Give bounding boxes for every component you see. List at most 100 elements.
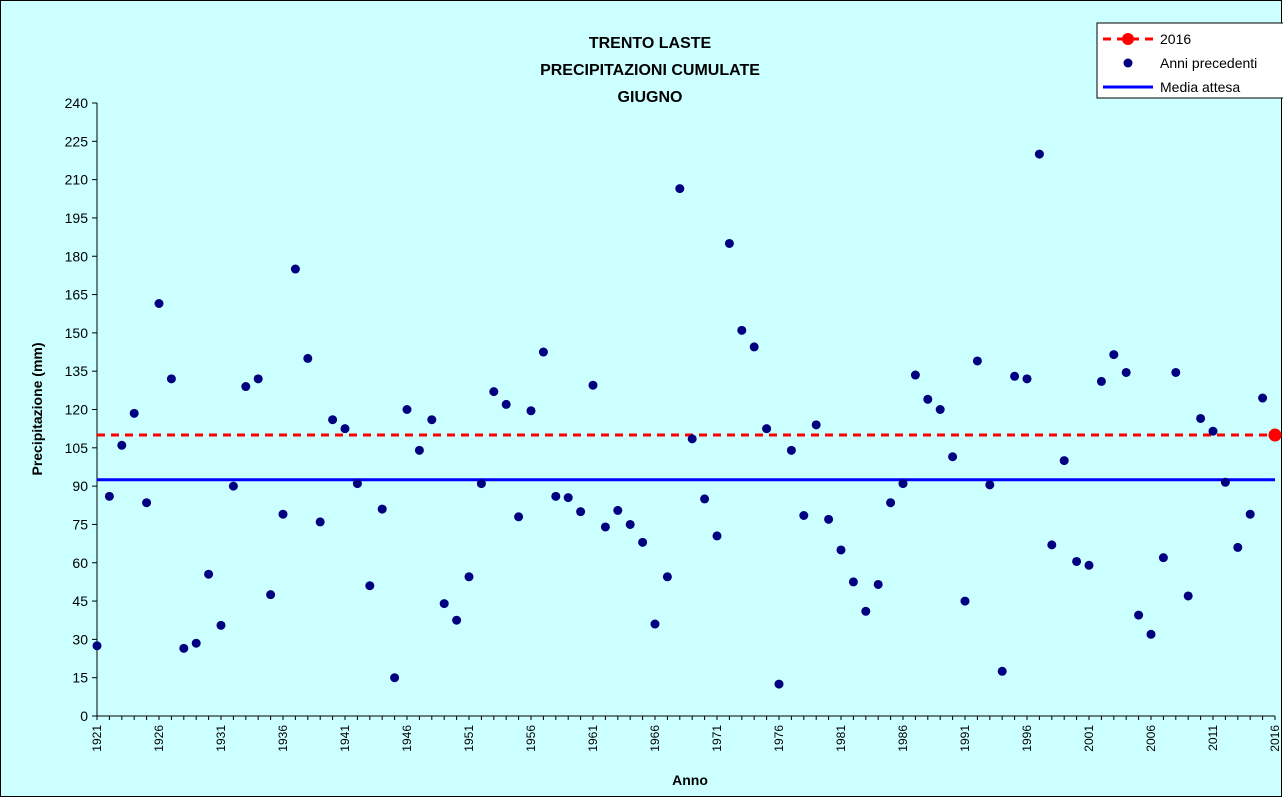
- x-tick-label: 1961: [586, 725, 600, 752]
- data-point-1982: [848, 577, 858, 587]
- data-point-1921: [92, 641, 102, 651]
- x-tick-label: 1931: [214, 725, 228, 752]
- legend: 2016 Anni precedenti Media attesa: [1096, 22, 1283, 99]
- data-point-1937: [290, 264, 300, 274]
- x-tick-label: 2001: [1082, 725, 1096, 752]
- data-point-1941: [340, 424, 350, 434]
- x-tick-label: 1966: [648, 725, 662, 752]
- y-tick-label: 60: [72, 555, 88, 571]
- data-point-1992: [972, 356, 982, 366]
- y-tick-label: 210: [65, 172, 89, 188]
- data-point-1986: [898, 479, 908, 489]
- data-point-1945: [390, 673, 400, 683]
- data-point-1944: [377, 504, 387, 514]
- data-point-2012: [1220, 477, 1230, 487]
- data-point-1974: [749, 342, 759, 352]
- chart-title-line-3: GIUGNO: [618, 89, 683, 106]
- data-point-2001: [1084, 560, 1094, 570]
- x-tick-label: 1921: [90, 725, 104, 752]
- data-point-2013: [1233, 542, 1243, 552]
- data-point-1962: [600, 522, 610, 532]
- data-point-1943: [365, 581, 375, 591]
- data-point-1987: [910, 370, 920, 380]
- data-point-1964: [625, 519, 635, 529]
- data-point-1953: [489, 387, 499, 397]
- x-tick-label: 1926: [152, 725, 166, 752]
- data-point-2003: [1109, 350, 1119, 360]
- data-point-1935: [266, 590, 276, 600]
- y-tick-label: 90: [72, 478, 88, 494]
- data-point-1983: [861, 606, 871, 616]
- data-point-1957: [538, 347, 548, 357]
- x-tick-label: 1941: [338, 725, 352, 752]
- data-point-1936: [278, 509, 288, 519]
- data-point-1976: [774, 679, 784, 689]
- x-tick-label: 2011: [1206, 725, 1220, 751]
- chart-title-line-1: TRENTO LASTE: [589, 35, 712, 52]
- data-point-1965: [638, 537, 648, 547]
- y-tick-label: 180: [65, 248, 89, 264]
- y-axis-label: Precipitazione (mm): [29, 342, 45, 475]
- y-tick-label: 150: [65, 325, 89, 341]
- data-points: [92, 149, 1282, 689]
- data-point-1980: [824, 514, 834, 524]
- x-tick-label: 1981: [834, 725, 848, 752]
- data-point-1967: [662, 572, 672, 582]
- data-point-2015: [1258, 393, 1268, 403]
- data-point-1997: [1034, 149, 1044, 159]
- data-point-1990: [948, 452, 958, 462]
- legend-2016-marker: [1122, 33, 1134, 45]
- data-point-1970: [700, 494, 710, 504]
- x-tick-label: 1946: [400, 725, 414, 752]
- data-point-1973: [737, 325, 747, 335]
- data-point-1924: [129, 408, 139, 418]
- data-point-1934: [253, 374, 263, 384]
- data-point-1942: [352, 479, 362, 489]
- y-tick-label: 225: [65, 133, 89, 149]
- chart-title-line-2: PRECIPITAZIONI CUMULATE: [540, 62, 760, 79]
- y-tick-label: 105: [65, 440, 89, 456]
- x-tick-label: 1951: [462, 725, 476, 752]
- data-point-1991: [960, 596, 970, 606]
- y-tick-label: 30: [72, 631, 88, 647]
- data-point-1923: [117, 440, 127, 450]
- x-tick-label: 1986: [896, 725, 910, 752]
- legend-anni-precedenti-label: Anni precedenti: [1160, 55, 1257, 71]
- data-point-1996: [1022, 374, 1032, 384]
- data-point-1925: [142, 498, 152, 508]
- data-point-2002: [1096, 376, 1106, 386]
- data-point-1922: [104, 491, 114, 501]
- axes: 0 15 30 45 60 75 90 105 120 135 150 165 180 195 210 225…: [65, 95, 1282, 752]
- data-point-1930: [204, 569, 214, 579]
- data-point-1984: [873, 579, 883, 589]
- y-tick-label: 0: [80, 708, 88, 724]
- y-tick-label: 195: [65, 210, 89, 226]
- x-tick-label: 1936: [276, 725, 290, 752]
- y-tick-label: 75: [72, 516, 88, 532]
- data-point-1999: [1059, 456, 1069, 466]
- data-point-1949: [439, 599, 449, 609]
- data-point-1940: [328, 415, 338, 425]
- x-tick-label: 1956: [524, 725, 538, 752]
- x-tick-label: 1991: [958, 725, 972, 752]
- data-point-1981: [836, 545, 846, 555]
- y-tick-label: 165: [65, 287, 89, 303]
- data-point-1975: [762, 424, 772, 434]
- legend-anni-precedenti-marker: [1123, 58, 1133, 68]
- data-point-1956: [526, 406, 536, 416]
- data-point-2007: [1158, 553, 1168, 563]
- x-tick-label: 1996: [1020, 725, 1034, 752]
- y-tick-label: 15: [72, 670, 88, 686]
- data-point-1960: [576, 507, 586, 517]
- data-point-1959: [563, 493, 573, 503]
- data-point-1988: [923, 394, 933, 404]
- data-point-1932: [228, 481, 238, 491]
- data-point-1952: [476, 479, 486, 489]
- data-point-1958: [551, 491, 561, 501]
- data-point-1972: [724, 238, 734, 248]
- x-tick-label: 2016: [1268, 725, 1282, 752]
- data-point-1927: [166, 374, 176, 384]
- data-point-1928: [179, 643, 189, 653]
- x-axis-label: Anno: [672, 772, 708, 788]
- legend-2016-label: 2016: [1160, 31, 1191, 47]
